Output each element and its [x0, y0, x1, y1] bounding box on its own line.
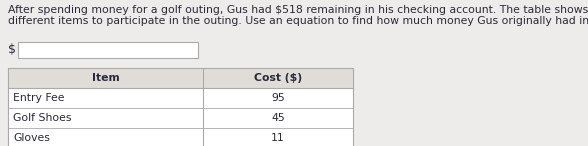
- Text: 45: 45: [271, 113, 285, 123]
- Text: Item: Item: [92, 73, 119, 83]
- Bar: [8, 68, 353, 146]
- Text: Gloves: Gloves: [13, 133, 50, 143]
- Text: Entry Fee: Entry Fee: [13, 93, 65, 103]
- Bar: [8, 68, 353, 88]
- Text: Golf Shoes: Golf Shoes: [13, 113, 72, 123]
- Text: 95: 95: [271, 93, 285, 103]
- Text: After spending money for a golf outing, Gus had $518 remaining in his checking a: After spending money for a golf outing, …: [8, 5, 588, 15]
- Text: 11: 11: [271, 133, 285, 143]
- Bar: [8, 68, 353, 146]
- Text: different items to participate in the outing. Use an equation to find how much m: different items to participate in the ou…: [8, 16, 588, 26]
- Text: $: $: [8, 43, 16, 56]
- Text: Cost ($): Cost ($): [254, 73, 302, 83]
- Bar: [18, 42, 198, 58]
